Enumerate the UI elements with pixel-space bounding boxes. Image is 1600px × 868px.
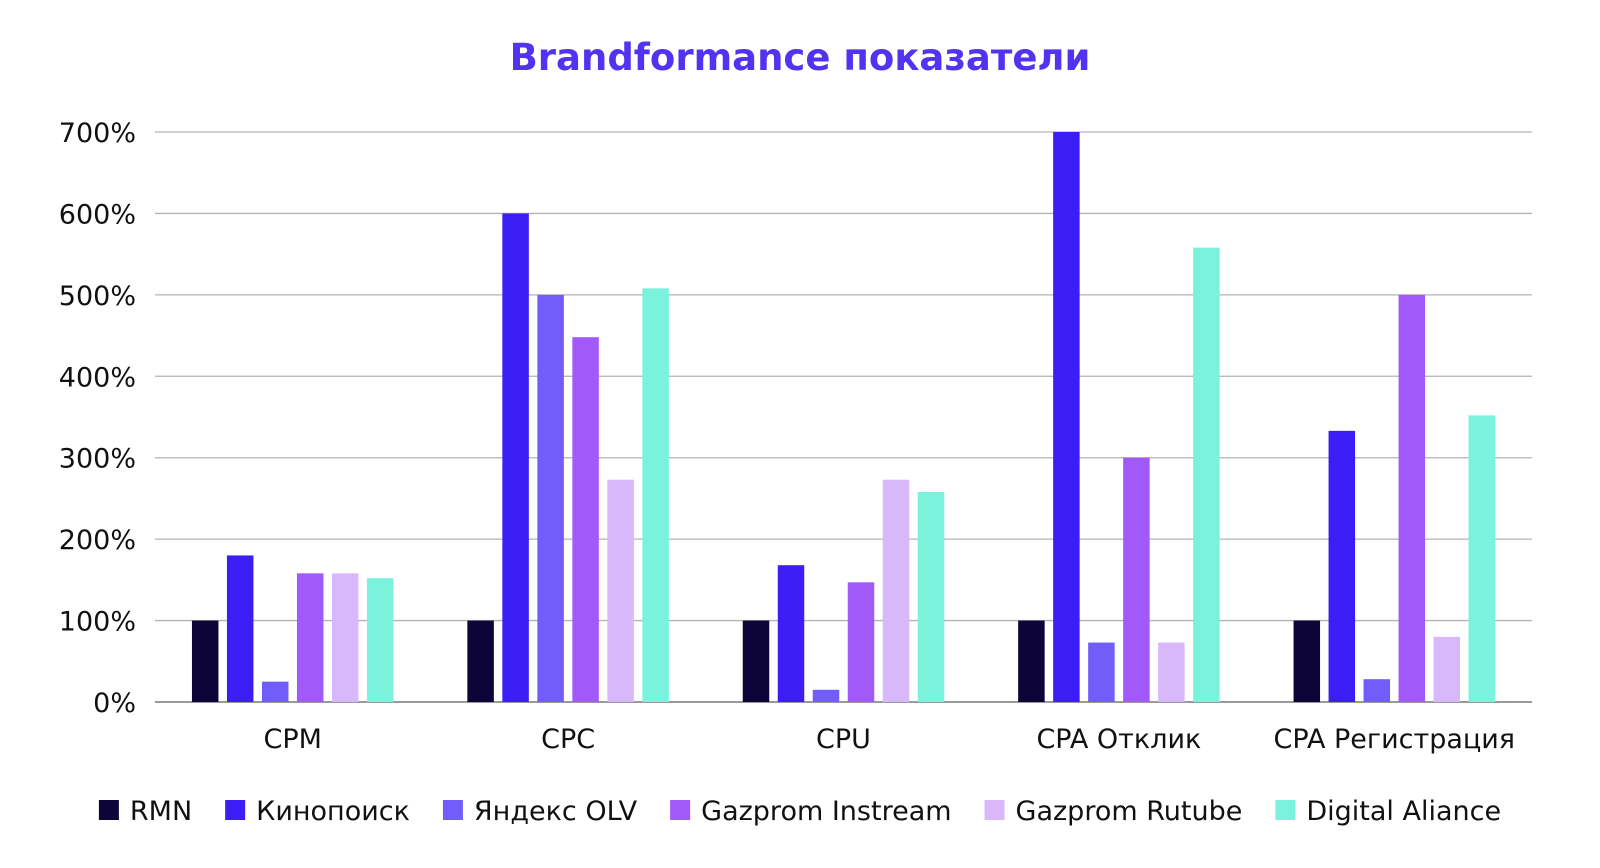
legend-item: Gazprom Instream	[670, 796, 952, 827]
x-category-label: CPM	[263, 724, 321, 755]
legend-label: RMN	[130, 796, 192, 827]
legend-item: Кинопоиск	[225, 796, 410, 827]
x-category-label: CPA Регистрация	[1274, 724, 1516, 755]
bar	[1018, 620, 1045, 702]
legend-item: Gazprom Rutube	[984, 796, 1243, 827]
bar	[1433, 636, 1461, 702]
bar	[537, 294, 564, 702]
bar	[572, 337, 599, 702]
bar	[1468, 415, 1496, 702]
bar	[642, 288, 669, 702]
legend-swatch	[98, 800, 119, 820]
chart-title: Brandformance показатели	[510, 36, 1091, 79]
x-category-label: CPA Отклик	[1036, 724, 1201, 755]
y-tick-label: 700%	[59, 118, 136, 149]
x-category-label: CPU	[816, 724, 871, 755]
bar	[812, 689, 840, 702]
bar	[296, 573, 324, 702]
bar	[1193, 247, 1220, 702]
legend-item: Яндекс OLV	[442, 796, 638, 827]
bar	[366, 578, 394, 702]
bar	[607, 479, 634, 702]
legend-label: Digital Aliance	[1306, 796, 1501, 827]
bar	[917, 491, 945, 702]
bar	[847, 582, 875, 702]
grid-lines	[155, 131, 1532, 703]
bars	[191, 132, 1496, 702]
legend-label: Кинопоиск	[256, 796, 410, 827]
y-tick-label: 300%	[59, 444, 136, 475]
bar	[1293, 620, 1321, 702]
bar	[191, 620, 219, 702]
legend-swatch	[225, 800, 246, 820]
x-category-label: CPC	[541, 724, 595, 755]
bar	[1158, 642, 1185, 702]
legend-label: Яндекс OLV	[474, 796, 638, 827]
bar	[1363, 679, 1391, 702]
y-tick-label: 100%	[59, 607, 136, 638]
bar	[502, 213, 529, 702]
bar	[777, 565, 805, 702]
legend: RMN Кинопоиск Яндекс OLV Gazprom Instream Ga…	[98, 796, 1501, 827]
bar	[1123, 457, 1150, 702]
legend-item: Digital Aliance	[1275, 796, 1501, 827]
y-tick-label: 200%	[59, 525, 136, 556]
bar	[467, 620, 494, 702]
bar	[1398, 294, 1426, 702]
y-tick-label: 600%	[59, 199, 136, 230]
legend-swatch	[1275, 800, 1296, 820]
legend-swatch	[984, 800, 1005, 820]
legend-swatch	[670, 800, 691, 820]
legend-swatch	[442, 800, 463, 820]
bar	[226, 555, 254, 702]
y-axis-ticks: 0% 100% 200% 300% 400% 500% 600% 700%	[59, 118, 136, 719]
bar	[331, 573, 359, 702]
legend-label: Gazprom Rutube	[1016, 796, 1243, 827]
y-tick-label: 400%	[59, 362, 136, 393]
y-tick-label: 500%	[59, 281, 136, 312]
legend-label: Gazprom Instream	[701, 796, 951, 827]
y-tick-label: 0%	[93, 688, 136, 719]
bar	[1328, 430, 1356, 702]
bar	[1088, 642, 1115, 702]
bar	[882, 479, 910, 702]
legend-item: RMN	[98, 796, 192, 827]
bar	[742, 620, 770, 702]
bar	[1053, 132, 1080, 702]
x-axis-categories: CPM CPC CPU CPA Отклик CPA Регистрация	[263, 724, 1515, 755]
bar	[261, 681, 289, 702]
